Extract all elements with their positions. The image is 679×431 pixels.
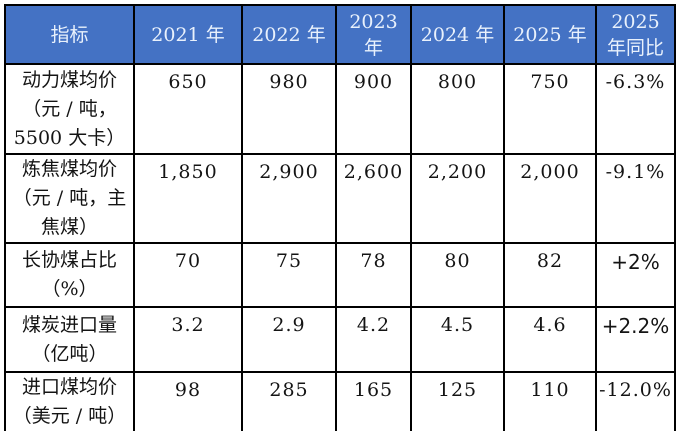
data-cell: 980 [241,63,337,155]
data-cell: 80 [410,242,505,308]
data-cell: 900 [335,63,412,155]
table-row-imported-coal-price: 进口煤均价 （美元 / 吨） 98 285 165 125 110 -12.0% [4,371,676,431]
data-cell: 1,850 [133,153,243,244]
table-row-coal-import-volume: 煤炭进口量 （亿吨） 3.2 2.9 4.2 4.5 4.6 +2.2% [4,306,676,373]
table-row-long-term-contract-ratio: 长协煤占比 （%） 70 75 78 80 82 +2% [4,242,676,308]
data-cell: 110 [503,371,597,431]
row-label-long-term-contract-ratio: 长协煤占比 （%） [4,242,135,308]
data-cell: 82 [503,242,597,308]
yoy-cell: +2.2% [595,306,676,373]
data-cell: 800 [410,63,505,155]
data-cell: 3.2 [133,306,243,373]
coal-indicators-table: 指标 2021 年 2022 年 2023 年 2024 年 2025 年 20… [4,4,676,431]
data-cell: 650 [133,63,243,155]
data-cell: 4.2 [335,306,412,373]
header-cell-indicator: 指标 [4,4,135,65]
data-cell: 75 [241,242,337,308]
yoy-cell: -9.1% [595,153,676,244]
data-cell: 2,900 [241,153,337,244]
row-label-coal-import-volume: 煤炭进口量 （亿吨） [4,306,135,373]
yoy-cell: -6.3% [595,63,676,155]
data-cell: 4.5 [410,306,505,373]
header-cell-2025-yoy: 2025 年同比 [595,4,676,65]
data-cell: 98 [133,371,243,431]
row-label-coking-coal-price: 炼焦煤均价 （元 / 吨，主 焦煤） [4,153,135,244]
header-cell-2023: 2023 年 [335,4,412,65]
data-cell: 2,600 [335,153,412,244]
data-cell: 125 [410,371,505,431]
header-cell-2025: 2025 年 [503,4,597,65]
data-cell: 2,000 [503,153,597,244]
header-row: 指标 2021 年 2022 年 2023 年 2024 年 2025 年 20… [4,4,676,65]
data-cell: 2.9 [241,306,337,373]
data-cell: 78 [335,242,412,308]
row-label-imported-coal-price: 进口煤均价 （美元 / 吨） [4,371,135,431]
header-cell-2021: 2021 年 [133,4,243,65]
header-cell-2024: 2024 年 [410,4,505,65]
data-cell: 4.6 [503,306,597,373]
yoy-cell: -12.0% [595,371,676,431]
table-row-thermal-coal-price: 动力煤均价 （元 / 吨， 5500 大卡） 650 980 900 800 7… [4,63,676,155]
header-cell-2022: 2022 年 [241,4,337,65]
data-cell: 285 [241,371,337,431]
data-cell: 2,200 [410,153,505,244]
data-cell: 70 [133,242,243,308]
data-cell: 165 [335,371,412,431]
data-cell: 750 [503,63,597,155]
yoy-cell: +2% [595,242,676,308]
row-label-thermal-coal-price: 动力煤均价 （元 / 吨， 5500 大卡） [4,63,135,155]
table-row-coking-coal-price: 炼焦煤均价 （元 / 吨，主 焦煤） 1,850 2,900 2,600 2,2… [4,153,676,244]
